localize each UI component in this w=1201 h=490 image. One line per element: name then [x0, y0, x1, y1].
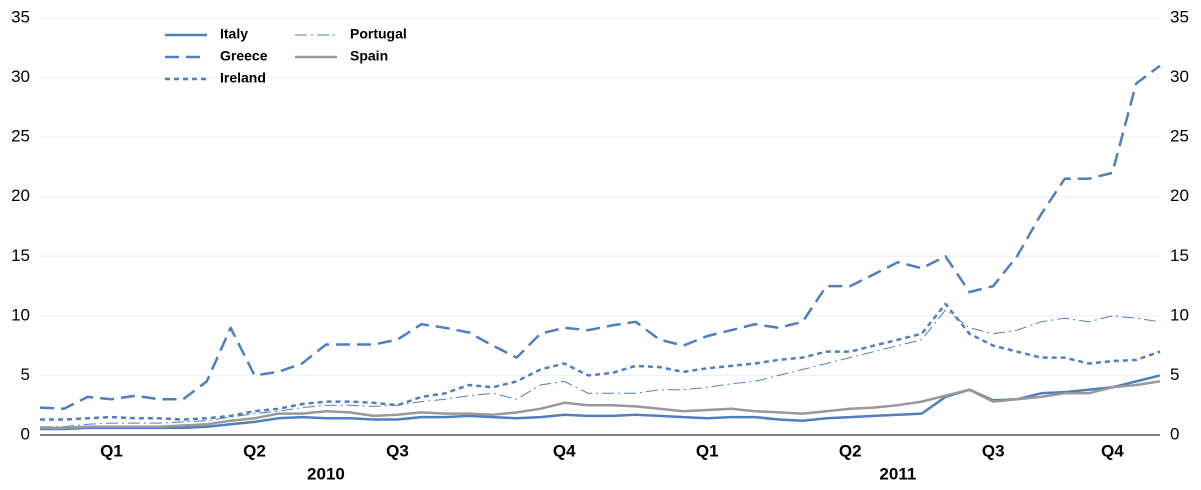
x-tick-label: Q3 [982, 441, 1005, 460]
y2-tick-label: 25 [1170, 127, 1189, 146]
y2-tick-label: 5 [1170, 365, 1179, 384]
y2-tick-label: 0 [1170, 424, 1179, 443]
y-tick-label: 30 [11, 67, 30, 86]
legend-label: Italy [220, 26, 248, 42]
x-tick-label: Q1 [100, 441, 123, 460]
series-line [39, 64, 1161, 411]
x-tick-label: Q3 [386, 441, 409, 460]
y-tick-label: 20 [11, 186, 30, 205]
x-tick-label: Q4 [1101, 441, 1124, 460]
y2-tick-label: 15 [1170, 246, 1189, 265]
y-tick-label: 5 [21, 365, 30, 384]
y2-tick-label: 10 [1170, 305, 1189, 324]
x-tick-label: Q4 [553, 441, 576, 460]
y2-tick-label: 20 [1170, 186, 1189, 205]
y2-tick-label: 30 [1170, 67, 1189, 86]
y2-tick-label: 35 [1170, 7, 1189, 26]
legend-label: Spain [350, 48, 388, 64]
series-line [40, 302, 1161, 421]
y-tick-label: 25 [11, 127, 30, 146]
x-tick-label: Q2 [839, 441, 862, 460]
series-line [40, 309, 1161, 428]
y-tick-label: 0 [21, 424, 30, 443]
x-tick-label: Q2 [243, 441, 266, 460]
x-tick-label: Q1 [696, 441, 719, 460]
y-tick-label: 10 [11, 305, 30, 324]
legend-label: Portugal [350, 26, 407, 42]
series-line [40, 380, 1161, 430]
legend-label: Greece [220, 48, 268, 64]
legend-label: Ireland [220, 70, 266, 86]
x-group-label: 2010 [307, 464, 345, 483]
x-group-label: 2011 [879, 464, 916, 483]
y-tick-label: 15 [11, 246, 30, 265]
y-tick-label: 35 [11, 7, 30, 26]
